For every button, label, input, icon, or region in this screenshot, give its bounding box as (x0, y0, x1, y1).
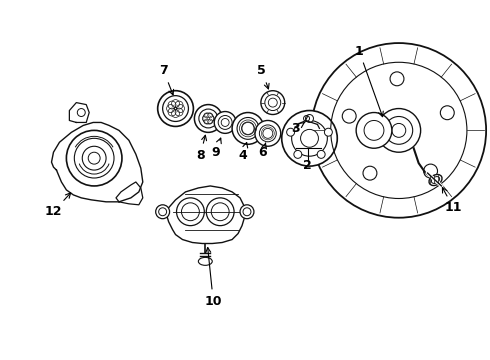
Polygon shape (70, 103, 89, 122)
Text: 7: 7 (159, 64, 173, 95)
Ellipse shape (265, 95, 281, 111)
Ellipse shape (195, 105, 222, 132)
Text: 4: 4 (239, 143, 247, 162)
Circle shape (312, 43, 486, 218)
Circle shape (292, 121, 327, 156)
Circle shape (390, 72, 404, 86)
Text: 2: 2 (303, 159, 312, 172)
Ellipse shape (158, 91, 194, 126)
Ellipse shape (218, 116, 232, 129)
Circle shape (156, 205, 170, 219)
Ellipse shape (232, 113, 264, 144)
Ellipse shape (259, 125, 276, 142)
Ellipse shape (255, 121, 281, 146)
Circle shape (363, 166, 377, 180)
Ellipse shape (429, 175, 442, 185)
Circle shape (240, 205, 254, 219)
Circle shape (176, 198, 204, 226)
Circle shape (306, 114, 314, 122)
Text: 12: 12 (45, 193, 71, 218)
Circle shape (74, 138, 114, 178)
Ellipse shape (214, 112, 236, 133)
Circle shape (441, 106, 454, 120)
Circle shape (356, 113, 392, 148)
Text: 10: 10 (204, 248, 222, 307)
Polygon shape (116, 182, 143, 205)
Text: 1: 1 (355, 45, 383, 117)
Text: 5: 5 (257, 64, 269, 89)
Text: 8: 8 (196, 135, 207, 162)
Ellipse shape (199, 109, 218, 128)
Polygon shape (51, 122, 143, 202)
Circle shape (206, 198, 234, 226)
Ellipse shape (163, 96, 189, 121)
Text: 9: 9 (211, 138, 221, 159)
Text: 11: 11 (442, 188, 462, 214)
Circle shape (317, 150, 325, 158)
Ellipse shape (237, 117, 259, 139)
Circle shape (385, 117, 413, 144)
Circle shape (424, 164, 438, 178)
Circle shape (66, 130, 122, 186)
Circle shape (324, 128, 332, 136)
Polygon shape (164, 186, 245, 243)
Circle shape (377, 109, 420, 152)
Circle shape (282, 111, 337, 166)
Text: 3: 3 (291, 122, 305, 135)
Circle shape (294, 150, 302, 158)
Ellipse shape (261, 91, 285, 114)
Ellipse shape (198, 257, 212, 265)
Circle shape (287, 128, 294, 136)
Text: 6: 6 (259, 143, 267, 159)
Circle shape (342, 109, 356, 123)
